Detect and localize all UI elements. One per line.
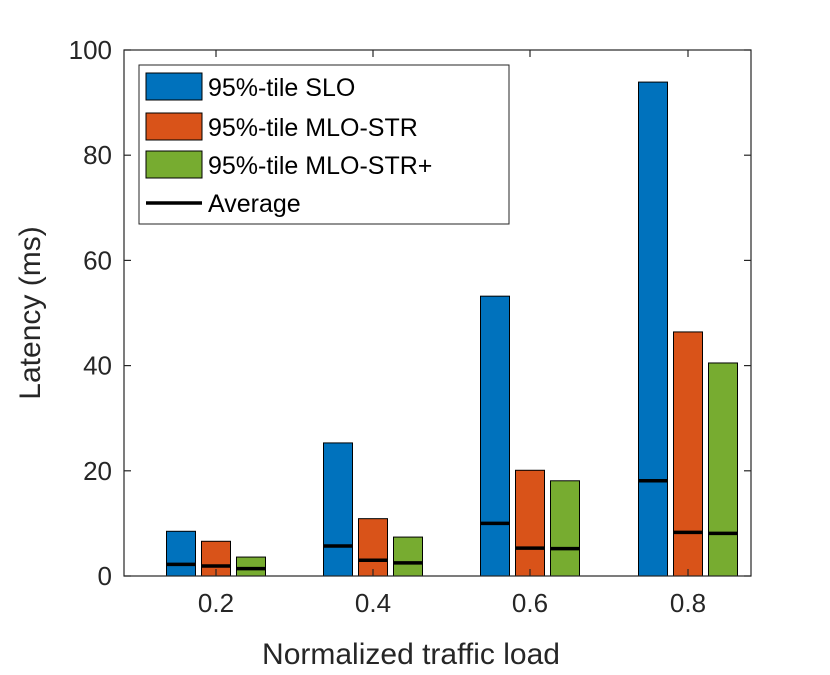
x-tick-label-0.6: 0.6 (512, 588, 548, 618)
bar-mlo-str-plus-0.4 (393, 536, 423, 577)
y-tick-label-40: 40 (83, 351, 112, 381)
bar-slo-0.2 (166, 530, 196, 577)
x-tick-label-0.8: 0.8 (670, 588, 706, 618)
bar-mlo-str-plus-0.2 (236, 556, 266, 577)
bar-mlo-str-0.8 (673, 331, 703, 577)
bars-layer (166, 81, 738, 577)
legend-swatch-mlo-str-plus (145, 150, 203, 179)
y-tick-label-20: 20 (83, 456, 112, 486)
y-axis-title: Latency (ms) (14, 226, 47, 399)
bar-mlo-str-0.6 (515, 469, 545, 577)
bar-slo-0.6 (480, 295, 510, 577)
legend-label-slo: 95%-tile SLO (208, 74, 355, 102)
legend-swatch-mlo-str (145, 112, 203, 141)
legend: 95%-tile SLO 95%-tile MLO-STR 95%-tile M… (138, 64, 510, 225)
x-axis-title: Normalized traffic load (262, 638, 560, 671)
bar-mlo-str-plus-0.6 (550, 480, 580, 577)
bar-slo-0.8 (638, 81, 668, 577)
ticks-layer: 0 20 40 60 80 100 0.2 0.4 0.6 0.8 (69, 35, 751, 618)
axes-frame (123, 49, 752, 577)
x-tick-label-0.4: 0.4 (355, 588, 391, 618)
legend-label-average: Average (208, 190, 301, 218)
bar-mlo-str-0.4 (358, 518, 388, 577)
average-markers-layer (166, 479, 738, 571)
x-tick-label-0.2: 0.2 (198, 588, 234, 618)
y-tick-label-80: 80 (83, 140, 112, 170)
y-tick-label-0: 0 (98, 561, 112, 591)
legend-label-mlo-str-plus: 95%-tile MLO-STR+ (208, 152, 432, 180)
bar-slo-0.4 (323, 442, 353, 577)
bar-mlo-str-plus-0.8 (708, 362, 738, 577)
plot-frame (123, 49, 752, 577)
legend-swatch-slo (145, 72, 203, 101)
y-tick-label-60: 60 (83, 245, 112, 275)
y-tick-label-100: 100 (69, 35, 112, 65)
legend-label-mlo-str: 95%-tile MLO-STR (208, 114, 418, 142)
